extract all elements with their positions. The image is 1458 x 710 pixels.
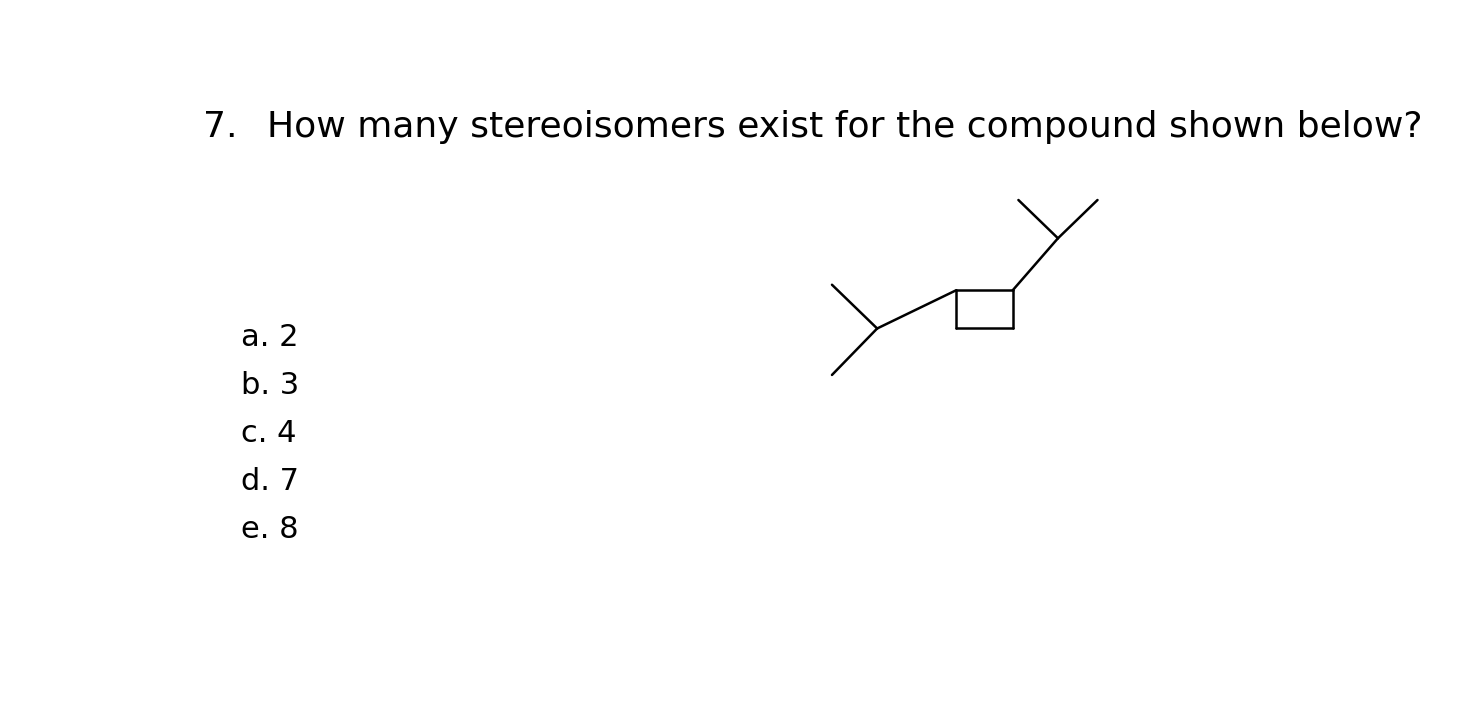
Text: 7.: 7. — [203, 110, 238, 144]
Text: How many stereoisomers exist for the compound shown below?: How many stereoisomers exist for the com… — [267, 110, 1423, 144]
Text: e. 8: e. 8 — [241, 515, 299, 545]
Text: a. 2: a. 2 — [241, 323, 299, 352]
Text: c. 4: c. 4 — [241, 419, 296, 448]
Text: b. 3: b. 3 — [241, 371, 299, 400]
Text: d. 7: d. 7 — [241, 467, 299, 496]
